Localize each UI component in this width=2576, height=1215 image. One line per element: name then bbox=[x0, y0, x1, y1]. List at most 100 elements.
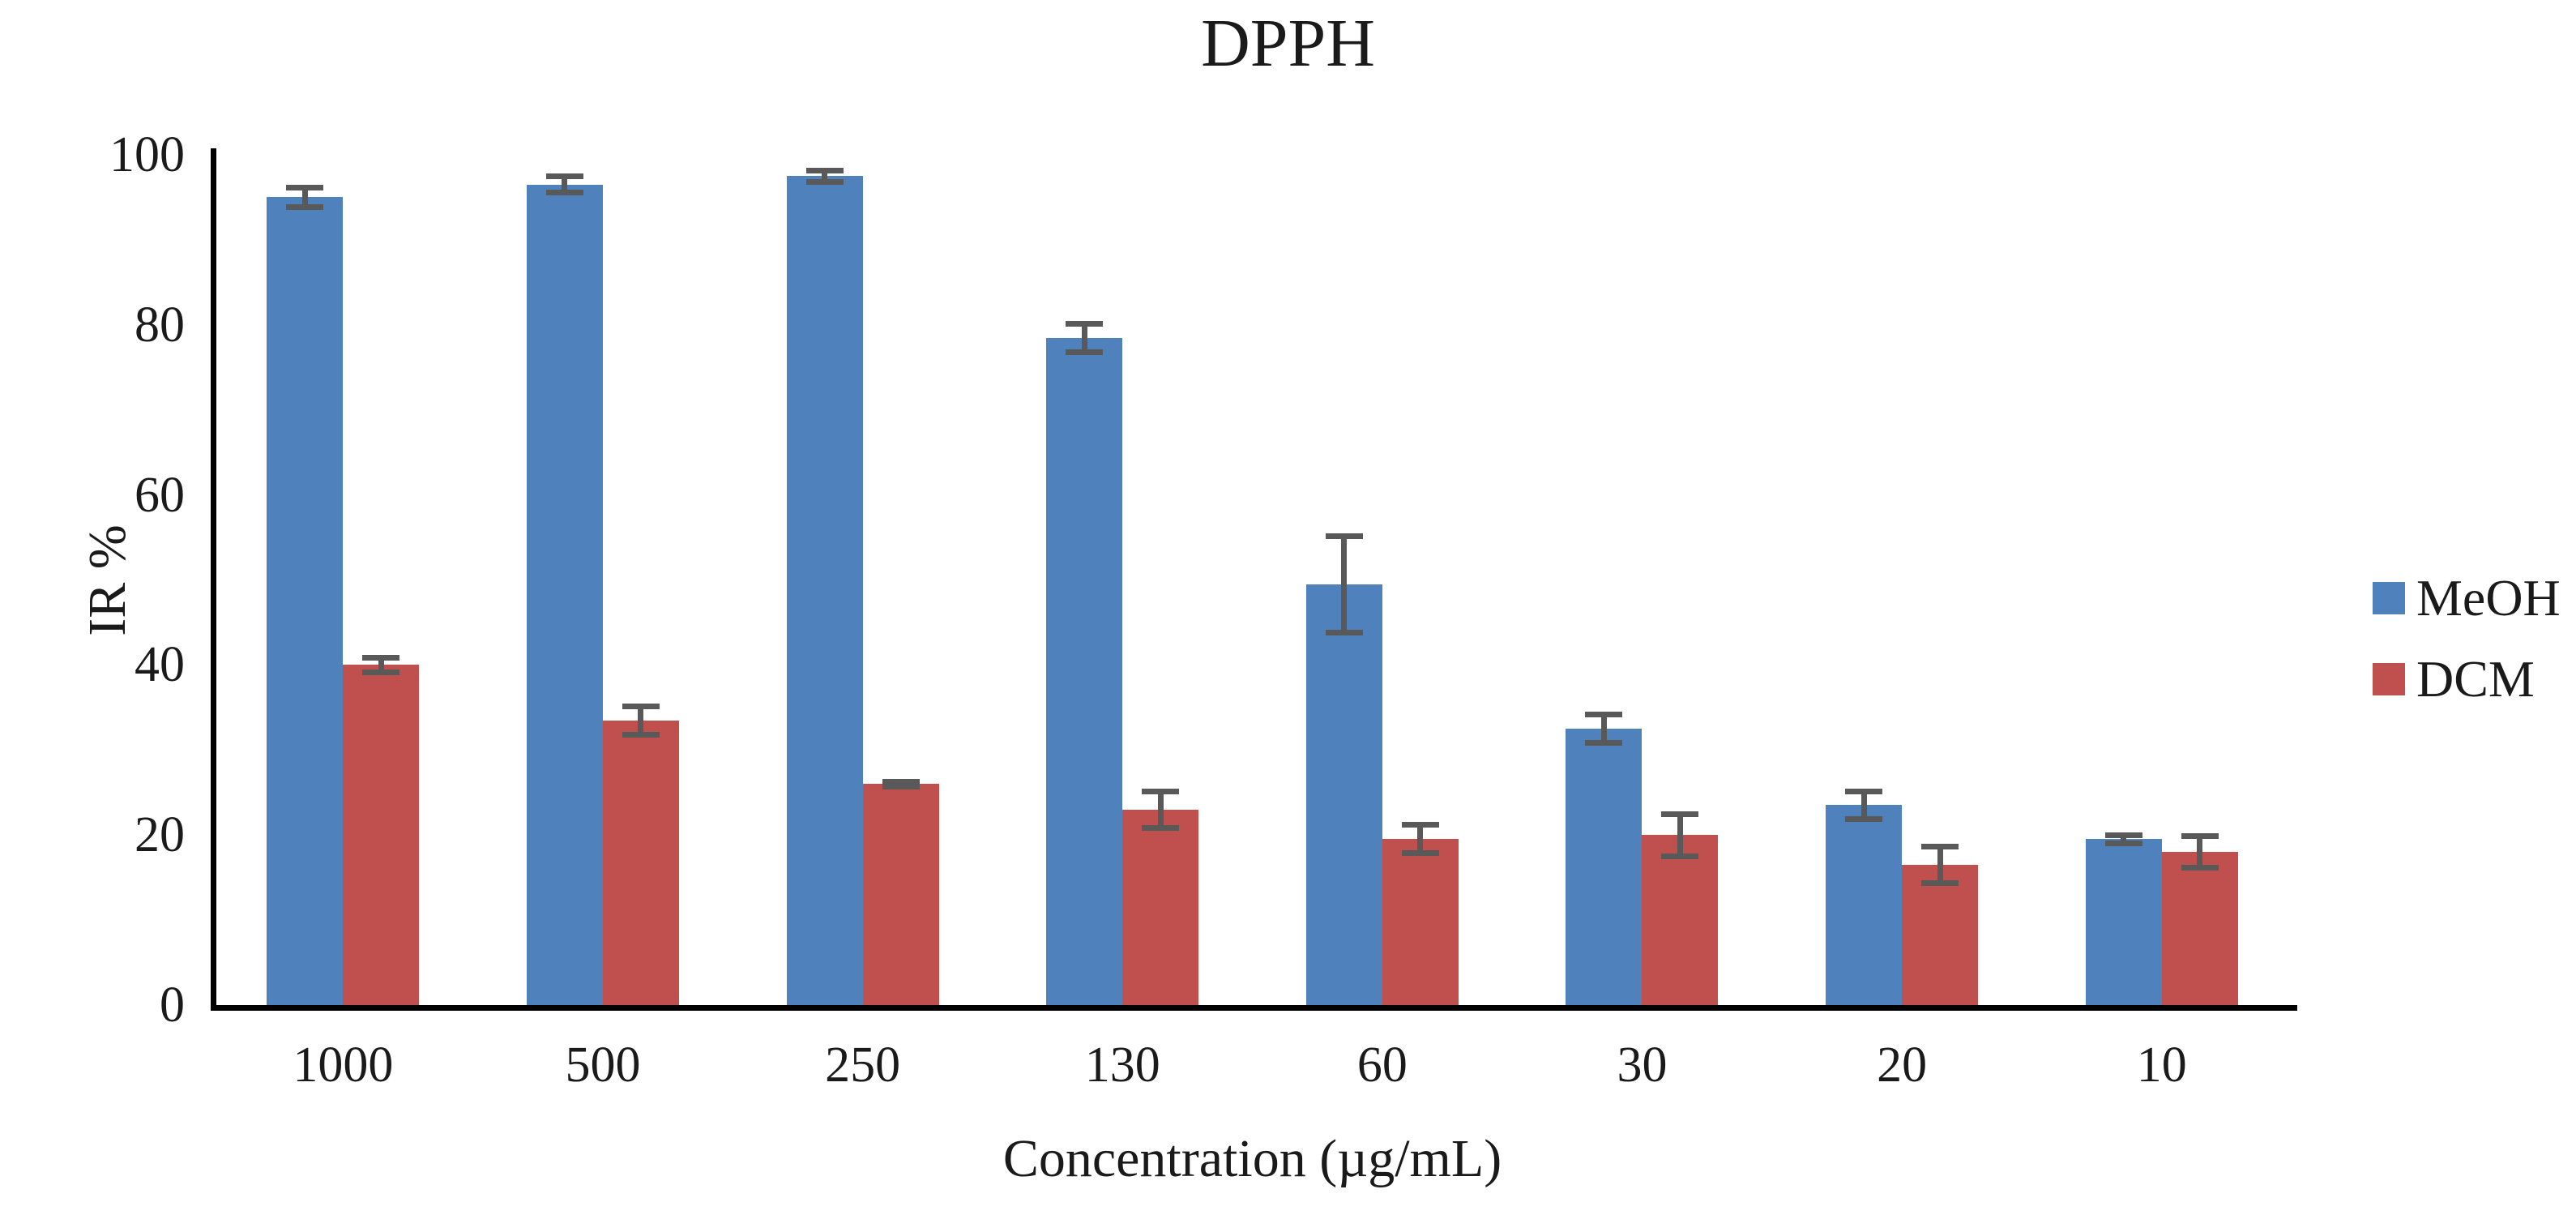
errorbar-part bbox=[286, 204, 324, 211]
errorbar-part bbox=[2104, 832, 2142, 839]
y-tick-label-60: 60 bbox=[135, 467, 185, 523]
chart-title: DPPH bbox=[1201, 6, 1375, 81]
errorbar-meoh-30 bbox=[1585, 712, 1623, 747]
bar-dcm-1000 bbox=[343, 665, 420, 1005]
bar-meoh-10 bbox=[2085, 839, 2162, 1005]
bar-dcm-20 bbox=[1902, 864, 1979, 1005]
x-tick-label-130: 130 bbox=[1084, 1037, 1160, 1093]
bar-dcm-60 bbox=[1382, 839, 1459, 1005]
errorbar-part bbox=[1677, 811, 1683, 859]
bar-meoh-500 bbox=[526, 184, 603, 1005]
errorbar-part bbox=[1142, 824, 1180, 831]
errorbar-part bbox=[805, 178, 844, 185]
bar-dcm-10 bbox=[2161, 852, 2238, 1005]
errorbar-part bbox=[1937, 843, 1943, 887]
errorbar-part bbox=[1142, 788, 1180, 794]
x-tick-label-20: 20 bbox=[1877, 1037, 1928, 1093]
errorbar-meoh-10 bbox=[2104, 832, 2142, 846]
legend-label: MeOH bbox=[2416, 569, 2561, 627]
legend: MeOH DCM bbox=[2373, 572, 2561, 705]
bar-meoh-20 bbox=[1826, 805, 1903, 1005]
errorbar-dcm-10 bbox=[2181, 833, 2219, 871]
x-tick-label-60: 60 bbox=[1356, 1037, 1408, 1093]
legend-label: DCM bbox=[2416, 650, 2535, 708]
errorbar-part bbox=[562, 173, 568, 196]
bar-dcm-250 bbox=[862, 784, 939, 1005]
errorbar-part bbox=[1341, 533, 1348, 635]
errorbar-part bbox=[1325, 629, 1363, 635]
y-tick-label-20: 20 bbox=[135, 807, 185, 863]
legend-item-dcm: DCM bbox=[2373, 653, 2561, 705]
errorbar-part bbox=[1066, 320, 1104, 327]
errorbar-dcm-130 bbox=[1142, 788, 1180, 831]
errorbar-dcm-20 bbox=[1921, 843, 1959, 887]
legend-swatch-icon bbox=[2373, 663, 2405, 695]
errorbar-part bbox=[1066, 349, 1104, 355]
errorbar-part bbox=[378, 654, 384, 675]
bar-meoh-30 bbox=[1566, 729, 1643, 1005]
bar-dcm-500 bbox=[602, 720, 679, 1005]
x-tick-label-10: 10 bbox=[2136, 1037, 2187, 1093]
y-tick-label-0: 0 bbox=[160, 978, 185, 1033]
legend-swatch-icon bbox=[2373, 582, 2405, 614]
errorbar-part bbox=[1401, 822, 1439, 828]
errorbar-meoh-20 bbox=[1845, 788, 1883, 823]
errorbar-part bbox=[1325, 533, 1363, 539]
errorbar-part bbox=[1661, 811, 1699, 817]
x-axis-title: Concentration (µg/mL) bbox=[1002, 1129, 1502, 1188]
errorbar-part bbox=[1585, 712, 1623, 718]
errorbar-dcm-60 bbox=[1401, 822, 1439, 857]
errorbar-part bbox=[286, 184, 324, 190]
x-axis-line bbox=[211, 1005, 2297, 1011]
errorbar-part bbox=[2121, 832, 2127, 846]
errorbar-part bbox=[1081, 320, 1087, 355]
errorbar-part bbox=[2181, 833, 2219, 840]
errorbar-dcm-500 bbox=[622, 703, 660, 738]
x-tick-label-250: 250 bbox=[825, 1037, 901, 1093]
errorbar-meoh-1000 bbox=[286, 184, 324, 211]
errorbar-part bbox=[882, 783, 920, 789]
errorbar-dcm-1000 bbox=[362, 654, 400, 675]
errorbar-part bbox=[822, 167, 828, 185]
errorbar-part bbox=[301, 184, 308, 211]
errorbar-part bbox=[638, 703, 644, 738]
errorbar-part bbox=[1417, 822, 1424, 857]
errorbar-part bbox=[2197, 833, 2203, 871]
errorbar-part bbox=[2181, 865, 2219, 871]
errorbar-part bbox=[1585, 740, 1623, 747]
errorbar-part bbox=[1921, 843, 1959, 849]
bar-meoh-130 bbox=[1046, 337, 1123, 1005]
errorbar-part bbox=[1921, 880, 1959, 887]
errorbar-part bbox=[1401, 850, 1439, 857]
bar-dcm-30 bbox=[1642, 835, 1719, 1005]
legend-item-meoh: MeOH bbox=[2373, 572, 2561, 624]
errorbar-dcm-250 bbox=[882, 778, 920, 789]
errorbar-meoh-250 bbox=[805, 167, 844, 185]
errorbar-part bbox=[362, 654, 400, 661]
errorbar-part bbox=[1157, 788, 1164, 831]
bar-meoh-1000 bbox=[267, 197, 344, 1005]
y-tick-label-80: 80 bbox=[135, 297, 185, 353]
bar-dcm-130 bbox=[1122, 809, 1199, 1005]
errorbar-part bbox=[882, 778, 920, 785]
errorbar-part bbox=[1661, 853, 1699, 859]
errorbar-part bbox=[2104, 840, 2142, 846]
errorbar-part bbox=[805, 167, 844, 173]
x-tick-label-1000: 1000 bbox=[293, 1037, 394, 1093]
errorbar-part bbox=[1845, 788, 1883, 794]
x-tick-label-30: 30 bbox=[1617, 1037, 1668, 1093]
errorbar-part bbox=[545, 173, 583, 180]
errorbar-part bbox=[362, 669, 400, 675]
errorbar-part bbox=[622, 731, 660, 738]
bar-meoh-60 bbox=[1305, 584, 1382, 1005]
errorbar-part bbox=[545, 190, 583, 196]
errorbar-part bbox=[1860, 788, 1867, 823]
errorbar-part bbox=[622, 703, 660, 709]
x-tick-label-500: 500 bbox=[565, 1037, 641, 1093]
y-axis-line bbox=[211, 148, 216, 1011]
errorbar-meoh-500 bbox=[545, 173, 583, 196]
errorbar-meoh-60 bbox=[1325, 533, 1363, 635]
errorbar-meoh-130 bbox=[1066, 320, 1104, 355]
